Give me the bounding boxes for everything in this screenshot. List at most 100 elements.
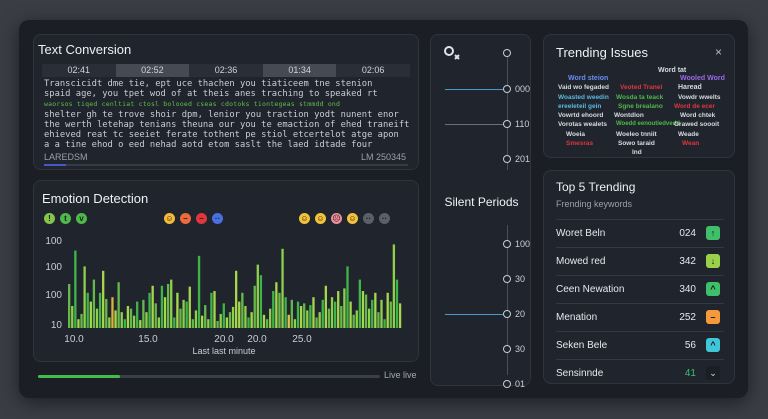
cloud-word[interactable]: Wean [682,140,700,147]
timeline-node[interactable] [503,310,511,318]
cloud-word[interactable]: Word chtek [680,112,716,119]
keyword-name: Mowed red [556,256,606,267]
emotion-bar [389,301,392,328]
emotion-bar [259,275,263,328]
trending-row[interactable]: Woret Beln 024 ↑ [556,219,724,246]
node-label: 30 [515,274,526,284]
cloud-word[interactable]: Weade [678,131,699,138]
timeline-node[interactable] [503,155,511,163]
emotion-bar [303,303,306,328]
timeline-node[interactable] [503,85,511,93]
cloud-word[interactable]: Wosda ta teack [616,94,664,101]
emotion-bar [92,279,96,328]
emotion-bar [142,299,145,328]
speaker-label: LAREDSM [44,152,88,162]
emotion-bar [330,297,334,328]
emotion-bar [126,306,130,328]
y-tick-label: 10 [51,320,63,331]
panel-title: Text Conversion [38,42,132,57]
cloud-word[interactable]: Word de ecer [674,103,716,110]
timeline-node[interactable] [503,275,511,283]
cloud-word[interactable]: Woasted weedin [558,94,609,101]
emotion-bar [154,303,157,328]
trending-row[interactable]: Seken Bele 56 ^ [556,331,724,358]
timeline-node[interactable] [503,345,511,353]
emotion-bar [333,301,337,328]
node-label: 100 [515,239,531,249]
playback-progress[interactable] [44,164,408,166]
emotion-bar [222,303,225,328]
cloud-word[interactable]: Haread [678,84,702,91]
emotion-bar [256,264,259,328]
keyword-count: 024 [679,228,696,239]
emotion-bar [105,298,108,328]
cloud-word[interactable]: Word tat [658,67,687,74]
cloud-word[interactable]: Wooled Word [680,75,725,82]
emotion-bar [349,301,352,328]
trending-row[interactable]: Sensinnde 41 ⌄ [556,359,724,386]
timeline-node[interactable] [503,120,511,128]
y-tick-label: 100 [45,262,62,273]
emotion-bar [340,306,343,328]
cloud-word[interactable]: Word steion [568,75,609,82]
x-tick-label: 20.0 [247,334,267,345]
trending-row[interactable]: Menation 252– [556,303,724,330]
cloud-word[interactable]: Sowo taraid [618,140,655,147]
emotion-bar [160,285,164,328]
emotion-bar [377,312,380,328]
cloud-word[interactable]: Smesras [566,140,594,147]
cloud-word[interactable]: Grawed soooit [674,121,720,128]
cloud-word[interactable]: Woeleo tnniit [616,131,657,138]
emotion-bar [108,317,111,328]
cloud-word[interactable]: Woeia [566,131,586,138]
cloud-word[interactable]: Woedd eenoutiedvedd [616,121,680,127]
timeline-node[interactable] [503,380,511,388]
timeline-segment[interactable]: 02:06 [336,64,410,77]
emotion-bar [247,317,250,328]
cloud-word[interactable]: Vaid wo fegaded [558,84,609,91]
silent-periods-panel: Silent Periods 000 110 201 100 30 20 30 01 [430,34,531,389]
emotion-bar [398,303,402,328]
trending-row[interactable]: Mowed red 342 ↓ [556,247,724,274]
close-icon[interactable]: × [714,45,722,59]
people-icon [443,45,461,68]
trend-badge-icon: ↓ [706,254,720,268]
emotion-bar [241,292,244,328]
timeline-segment[interactable]: 01:34 [262,64,337,77]
keyword-count: 41 [684,368,696,379]
trending-row[interactable]: Ceen Newation 340 ^ [556,275,724,302]
timeline-node[interactable] [503,49,511,57]
emotion-bar [148,292,151,328]
cloud-word[interactable]: Sgne brealano [618,103,663,110]
x-axis-label: Last last minute [192,346,255,356]
emotion-bar [358,279,362,328]
trend-badge-icon: ↑ [706,226,720,240]
live-progress-track[interactable] [38,375,380,378]
emotion-bar [346,266,349,328]
emotion-bar [173,317,176,328]
cloud-word[interactable]: Vowdr wwelts [678,94,721,101]
timeline-segment[interactable]: 02:36 [189,64,263,77]
cloud-word[interactable]: Vowrtd ehoord [558,112,604,119]
emotion-bar [352,314,355,328]
timeline-segment[interactable]: 02:52 [115,64,190,77]
cloud-word[interactable]: Veoted Tranel [620,84,663,91]
emotion-bar [275,282,278,328]
cloud-word[interactable]: Wontdlon [614,112,644,119]
timeline-node[interactable] [503,240,511,248]
emotion-bar [253,285,256,328]
timeline-segment[interactable]: 02:41 [42,64,116,77]
emotion-bar [163,297,167,328]
cloud-word[interactable]: lnd [632,149,642,156]
emotion-icons-mid: ☺ – – ·· [164,213,223,224]
silent-periods-title: Silent Periods [444,195,519,209]
trend-badge-icon: ^ [706,338,720,352]
emotion-bar [166,284,170,328]
keyword-name: Seken Bele [556,340,608,351]
cloud-word[interactable]: ereeleteil gein [558,103,602,110]
emotion-bar [327,308,331,328]
emotion-bar [89,301,92,328]
cloud-word[interactable]: Vorotas wealets [558,121,608,128]
emotion-bar [129,308,133,328]
timeline-bar[interactable]: 02:41 02:52 02:36 01:34 02:06 [42,64,410,77]
